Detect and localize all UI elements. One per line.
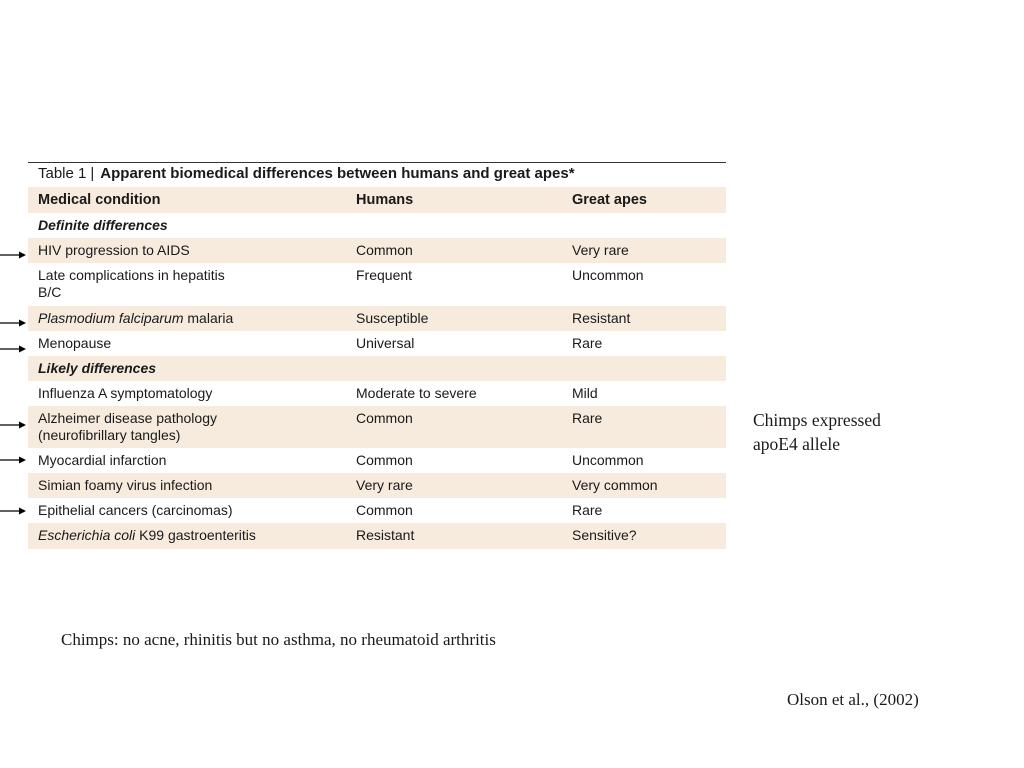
- table-row: Escherichia coli K99 gastroenteritis Res…: [28, 523, 726, 549]
- humans-cell: Common: [356, 242, 413, 258]
- citation: Olson et al., (2002): [787, 690, 919, 709]
- table-row: Influenza A symptomatology Moderate to s…: [28, 381, 726, 406]
- table-row: Myocardial infarction Common Uncommon: [28, 448, 726, 473]
- humans-cell: Common: [356, 410, 413, 426]
- section-label: Definite differences: [38, 217, 168, 233]
- condition-cell: Epithelial cancers (carcinomas): [38, 502, 233, 518]
- apes-cell: Rare: [572, 335, 603, 351]
- header-humans: Humans: [356, 192, 414, 208]
- apes-cell: Uncommon: [572, 452, 644, 468]
- table-row: Alzheimer disease pathology (neurofibril…: [28, 406, 726, 448]
- condition-italic: Escherichia coli: [38, 527, 136, 543]
- condition-line: Alzheimer disease pathology: [38, 410, 217, 426]
- arrow-right-icon: [0, 456, 26, 464]
- section-label: Likely differences: [38, 360, 157, 376]
- header-great-apes: Great apes: [572, 192, 647, 208]
- apes-cell: Rare: [572, 410, 603, 426]
- table-row: Late complications in hepatitis B/C Freq…: [28, 263, 726, 306]
- condition-cell: Alzheimer disease pathology (neurofibril…: [28, 406, 356, 448]
- table-caption-title: Apparent biomedical differences between …: [100, 165, 575, 182]
- arrow-right-icon: [0, 507, 26, 515]
- humans-cell: Moderate to severe: [356, 385, 477, 401]
- apes-cell: Sensitive?: [572, 527, 637, 543]
- table-row: Plasmodium falciparum malaria Susceptibl…: [28, 306, 726, 331]
- condition-line: Late complications in hepatitis: [38, 267, 225, 283]
- section-definite-differences: Definite differences: [28, 213, 726, 238]
- bottom-note: Chimps: no acne, rhinitis but no asthma,…: [61, 630, 496, 649]
- header-medical-condition: Medical condition: [38, 192, 161, 208]
- condition-rest: K99 gastroenteritis: [135, 527, 256, 543]
- table-row: Menopause Universal Rare: [28, 331, 726, 356]
- condition-cell: Escherichia coli K99 gastroenteritis: [28, 523, 356, 549]
- arrow-right-icon: [0, 421, 26, 429]
- condition-cell: Late complications in hepatitis B/C: [28, 263, 356, 306]
- table-header-row: Medical condition Humans Great apes: [28, 187, 726, 213]
- section-likely-differences: Likely differences: [28, 356, 726, 381]
- arrow-right-icon: [0, 319, 26, 327]
- humans-cell: Susceptible: [356, 310, 429, 326]
- humans-cell: Universal: [356, 335, 415, 351]
- side-note: Chimps expressed apoE4 allele: [753, 408, 953, 456]
- apes-cell: Very common: [572, 477, 658, 493]
- condition-cell: Menopause: [38, 335, 112, 351]
- table-row: Simian foamy virus infection Very rare V…: [28, 473, 726, 498]
- arrow-right-icon: [0, 345, 26, 353]
- humans-cell: Resistant: [356, 527, 415, 543]
- comparison-table: Table 1 | Apparent biomedical differences …: [28, 162, 726, 549]
- table-caption: Table 1 | Apparent biomedical differences …: [28, 163, 726, 187]
- condition-line: (neurofibrillary tangles): [38, 427, 181, 443]
- apes-cell: Resistant: [572, 310, 631, 326]
- table-row: Epithelial cancers (carcinomas) Common R…: [28, 498, 726, 523]
- condition-cell: Influenza A symptomatology: [38, 385, 213, 401]
- table-caption-separator: |: [90, 165, 95, 182]
- table-caption-prefix: Table 1: [38, 165, 87, 182]
- apes-cell: Rare: [572, 502, 603, 518]
- side-note-line: apoE4 allele: [753, 434, 840, 454]
- humans-cell: Common: [356, 502, 413, 518]
- condition-cell: Simian foamy virus infection: [38, 477, 213, 493]
- condition-rest: malaria: [183, 310, 234, 326]
- humans-cell: Very rare: [356, 477, 413, 493]
- apes-cell: Very rare: [572, 242, 629, 258]
- side-note-line: Chimps expressed: [753, 410, 881, 430]
- arrow-right-icon: [0, 251, 26, 259]
- condition-italic: Plasmodium falciparum: [38, 310, 184, 326]
- condition-cell: HIV progression to AIDS: [38, 242, 190, 258]
- humans-cell: Common: [356, 452, 413, 468]
- table-row: HIV progression to AIDS Common Very rare: [28, 238, 726, 263]
- apes-cell: Mild: [572, 385, 598, 401]
- condition-line: B/C: [38, 284, 62, 300]
- humans-cell: Frequent: [356, 267, 413, 283]
- condition-cell: Myocardial infarction: [38, 452, 167, 468]
- condition-cell: Plasmodium falciparum malaria: [28, 306, 356, 331]
- apes-cell: Uncommon: [572, 267, 644, 283]
